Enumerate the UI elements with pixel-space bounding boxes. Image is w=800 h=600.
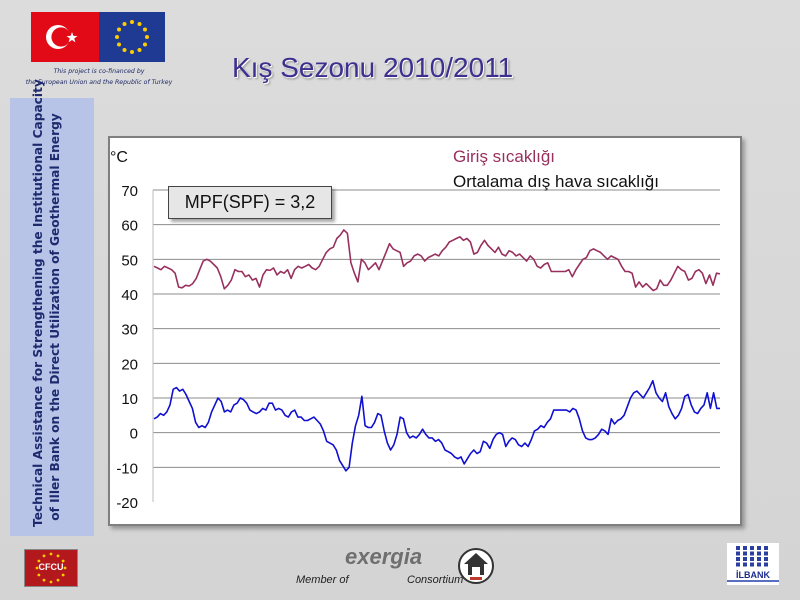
cfcu-star-icon <box>49 552 53 556</box>
cfcu-star-icon <box>61 559 65 563</box>
series-inlet-temperature-line <box>153 229 721 292</box>
y-tick-label: 60 <box>121 218 138 235</box>
eu-star-icon <box>117 27 122 32</box>
ilbank-dot-icon <box>757 546 761 550</box>
line-chart: -20 -10 0 10 20 30 40 50 60 70 °C Giriş sıcaklığı… <box>110 147 721 512</box>
cfcu-logo: CFCU <box>24 549 78 587</box>
eu-flag-icon <box>99 12 165 62</box>
series-outdoor-temperature-line <box>153 379 720 472</box>
side-panel-line-2: of Iller Bank on the Direct Utilization … <box>48 113 62 521</box>
cfcu-star-icon <box>61 573 65 577</box>
ilbank-dot-icon <box>743 551 747 556</box>
side-panel-text: Technical Assistance for Strengthening t… <box>30 79 64 527</box>
ilbank-dot-icon <box>757 551 761 556</box>
geo-nrg-logo-icon <box>457 547 495 589</box>
ilbank-dot-icon <box>743 546 747 550</box>
legend-outdoor-temperature: Ortalama dış hava sıcaklığı <box>453 172 659 191</box>
ilbank-dot-icon <box>736 551 740 556</box>
ilbank-dot-icon <box>736 557 740 561</box>
eu-star-icon <box>115 35 119 39</box>
cofinance-line-1: This project is co-financed by <box>53 68 145 75</box>
eu-star-icon <box>130 50 134 54</box>
y-tick-label: 70 <box>121 183 138 200</box>
eu-star-icon <box>130 20 134 24</box>
mpf-annotation-box: MPF(SPF) = 3,2 <box>168 186 332 219</box>
y-tick-label: 40 <box>121 287 138 304</box>
ilbank-dot-icon <box>743 557 747 561</box>
y-tick-label: 20 <box>121 356 138 373</box>
ilbank-logo-text: İLBANK <box>736 570 770 580</box>
y-tick-label: -10 <box>116 460 138 477</box>
cofinance-line-2: the European Union and the Republic of T… <box>25 79 173 86</box>
eu-star-icon <box>122 47 127 52</box>
ilbank-logo-underline <box>727 580 779 582</box>
ilbank-dot-icon <box>764 562 768 567</box>
ilbank-dot-icon <box>750 551 754 556</box>
cfcu-logo-text: CFCU <box>38 562 64 572</box>
y-tick-label: 50 <box>121 252 138 269</box>
ilbank-dot-icon <box>743 562 747 567</box>
cfcu-star-icon <box>42 578 46 582</box>
cfcu-star-icon <box>37 559 41 563</box>
member-of-text: Member of <box>296 574 349 586</box>
ilbank-dot-icon <box>750 557 754 561</box>
cfcu-star-icon <box>49 580 53 584</box>
ilbank-logo: İLBANK <box>727 543 779 585</box>
eu-star-icon <box>122 22 127 27</box>
ilbank-dot-icon <box>750 546 754 550</box>
eu-star-icon <box>142 42 147 47</box>
cfcu-star-icon <box>63 566 67 570</box>
ilbank-dot-icon <box>764 557 768 561</box>
y-tick-label: 10 <box>121 391 138 408</box>
eu-star-icon <box>142 27 147 32</box>
ilbank-dot-icon <box>757 562 761 567</box>
y-tick-label: 30 <box>121 322 138 339</box>
cfcu-star-icon <box>56 554 60 558</box>
chart-container: -20 -10 0 10 20 30 40 50 60 70 °C Giriş sıcaklığı… <box>108 136 742 526</box>
legend-inlet-temperature: Giriş sıcaklığı <box>453 147 555 166</box>
eu-star-icon <box>137 47 142 52</box>
ilbank-dot-icon <box>764 546 768 550</box>
cfcu-star-icon <box>56 578 60 582</box>
ilbank-dot-icon <box>764 551 768 556</box>
cfcu-star-icon <box>35 566 39 570</box>
y-axis-unit-label: °C <box>110 149 128 166</box>
page-title: Kış Sezonu 2010/2011 <box>232 52 514 83</box>
eu-star-icon <box>145 35 149 39</box>
exergia-logo: exergia <box>345 544 423 569</box>
cfcu-star-icon <box>42 554 46 558</box>
y-tick-label: 0 <box>130 426 138 443</box>
consortium-text: Consortium <box>407 574 464 586</box>
cfcu-star-icon <box>37 573 41 577</box>
eu-star-icon <box>117 42 122 47</box>
ilbank-dot-icon <box>750 562 754 567</box>
ilbank-dot-icon <box>736 546 740 550</box>
cofinance-note: This project is co-financed by the Europ… <box>0 66 198 88</box>
side-panel <box>10 98 94 536</box>
y-tick-label: -20 <box>116 495 138 512</box>
turkey-flag-icon <box>31 12 99 62</box>
side-panel-line-1: Technical Assistance for Strengthening t… <box>31 79 45 527</box>
eu-star-icon <box>137 22 142 27</box>
ilbank-dot-icon <box>757 557 761 561</box>
ilbank-dot-icon <box>736 562 740 567</box>
